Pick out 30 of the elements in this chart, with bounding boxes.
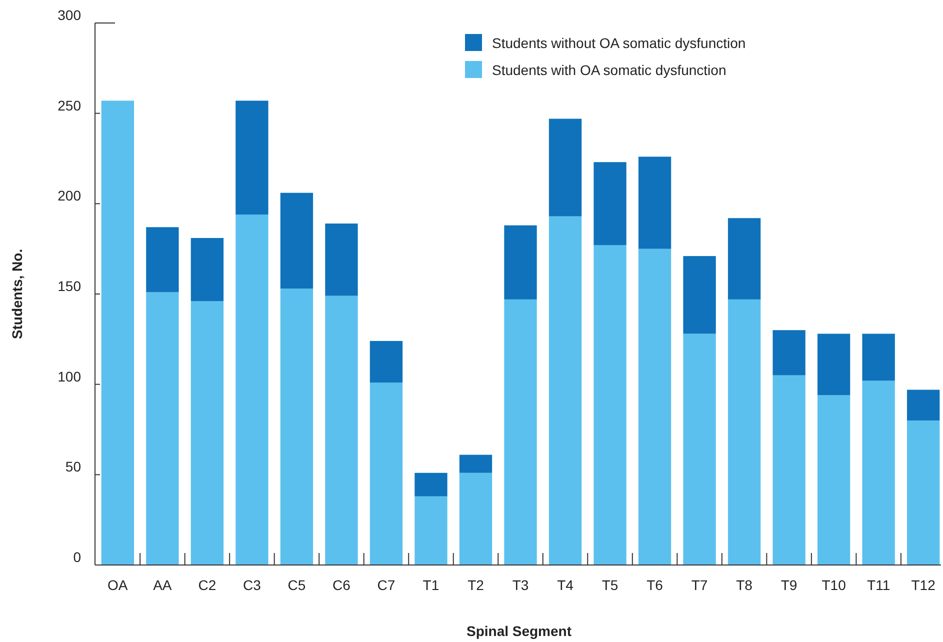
y-tick-label: 300 [58,7,82,23]
x-tick-label: OA [108,577,128,593]
x-tick-label: T8 [736,577,753,593]
x-tick-label: T9 [780,577,798,593]
x-tick-label: C7 [377,577,396,593]
x-axis-title: Spinal Segment [466,623,572,639]
x-tick-label: AA [153,577,172,593]
legend-label: Students without OA somatic dysfunction [492,35,746,51]
y-tick-label: 250 [58,97,82,114]
x-tick-label: T11 [867,577,890,593]
y-tick-label: 0 [73,549,82,565]
x-tick-label: C6 [332,577,351,593]
x-tick-label: T4 [557,577,574,593]
x-tick-label: C3 [243,577,262,593]
x-tick-label: T3 [512,577,529,593]
x-tick-label: T2 [468,577,484,593]
y-tick-label: 200 [58,188,82,204]
y-tick-label: 150 [58,278,82,294]
y-axis-title: Students, No. [9,248,25,340]
x-tick-label: T10 [822,577,846,593]
y-tick-label: 100 [58,368,82,384]
x-tick-label: C2 [198,577,216,593]
x-tick-label: T12 [911,577,936,593]
y-tick-label: 50 [65,458,82,475]
x-tick-label: T1 [422,577,440,593]
x-tick-label: T7 [691,577,708,593]
x-tick-label: C5 [288,577,306,593]
x-tick-label: T5 [602,577,618,593]
x-tick-label: T6 [646,577,664,593]
legend-label: Students with OA somatic dysfunction [492,62,726,78]
